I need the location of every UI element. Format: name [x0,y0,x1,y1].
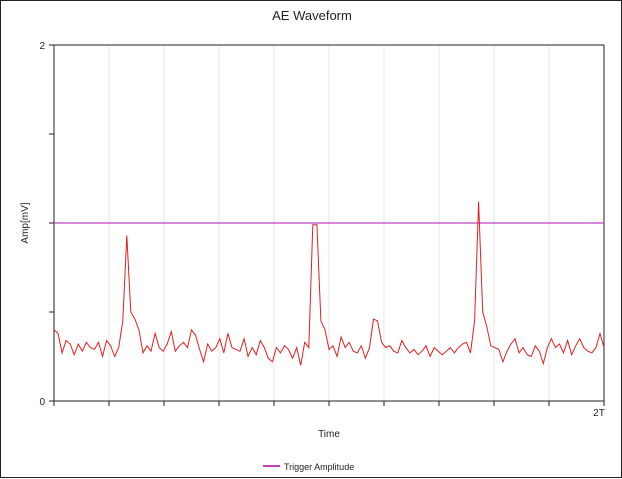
y-tick-label: 2 [39,41,45,52]
x-axis-label: Time [318,429,340,440]
legend: Trigger Amplitude [263,462,354,472]
chart-title: AE Waveform [272,8,352,23]
legend-label-trigger-amplitude: Trigger Amplitude [284,462,354,472]
y-axis: 02 [39,41,54,408]
x-end-tick-label: 2T [593,408,605,419]
y-tick-label: 0 [39,397,45,408]
y-axis-label: Amp[mV] [20,202,31,243]
x-axis [53,401,605,406]
ae-waveform-line [53,201,605,366]
